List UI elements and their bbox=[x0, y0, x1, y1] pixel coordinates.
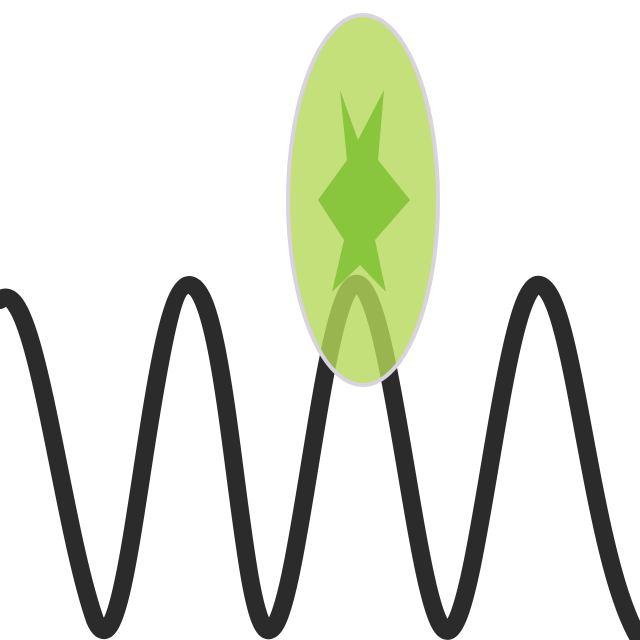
star-icon bbox=[318, 90, 410, 292]
sine-wave-curve bbox=[0, 274, 640, 640]
